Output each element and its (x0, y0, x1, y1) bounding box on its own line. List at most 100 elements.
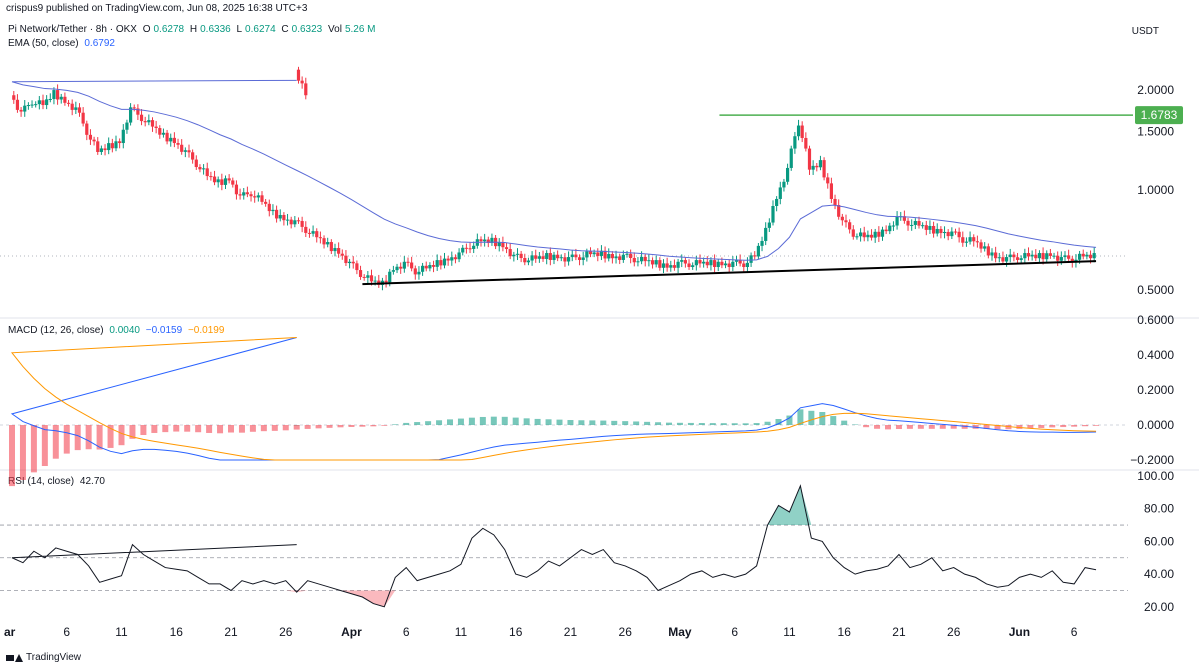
candle-body (1092, 253, 1096, 259)
candle-body (1067, 255, 1071, 259)
candle-body (581, 257, 585, 260)
x-tick-label: 16 (170, 625, 184, 639)
candle-body (921, 225, 925, 227)
candle-body (541, 256, 545, 259)
candle-body (672, 265, 677, 268)
candle-body (877, 231, 881, 237)
candle-body (895, 216, 899, 226)
macd-histogram-bar (644, 421, 651, 425)
candle-body (910, 224, 914, 226)
footer-brand: TradingView (26, 652, 82, 663)
macd-histogram-bar (917, 425, 924, 429)
macd-histogram-bar (41, 425, 48, 467)
candle-body (592, 252, 596, 255)
candle-body (884, 229, 888, 232)
macd-histogram-bar (961, 425, 968, 429)
macd-histogram-bar (260, 425, 267, 432)
rsi-label: RSI (14, close) (8, 476, 75, 487)
volume-value: 5.26 M (344, 24, 376, 35)
candle-body (917, 221, 921, 226)
macd-histogram-bar (1060, 425, 1067, 428)
candle-body (201, 168, 206, 170)
x-tick-label: 6 (1071, 625, 1078, 639)
candle-body (63, 96, 67, 103)
candle-body (256, 195, 260, 198)
candle-body (961, 237, 965, 243)
candle-body (829, 183, 833, 199)
rsi-line (11, 484, 1097, 608)
candle-body (461, 247, 465, 253)
candle-body (855, 236, 859, 238)
candle-body (552, 254, 556, 260)
candle-body (994, 252, 998, 259)
candle-body (220, 179, 224, 185)
candle-body (59, 96, 63, 100)
high-value: 0.6336 (200, 24, 231, 35)
candle-body (902, 216, 906, 221)
macd-histogram-bar (184, 425, 191, 432)
x-tick-label: May (668, 625, 692, 639)
candle-body (614, 256, 618, 259)
candle-body (1001, 257, 1005, 262)
candle-body (413, 268, 417, 275)
macd-histogram-bar (162, 425, 169, 433)
candle-body (796, 125, 801, 137)
x-tick-label: 11 (455, 625, 468, 639)
candle-body (756, 245, 760, 257)
candle-body (132, 107, 136, 109)
candle-body (472, 245, 476, 249)
candle-body (165, 132, 169, 142)
candle-body (647, 260, 651, 262)
candle-body (143, 121, 147, 123)
candle-body (782, 181, 786, 188)
macd-histogram-bar (512, 417, 519, 425)
candle-body (596, 252, 600, 256)
candle-body (114, 141, 118, 149)
candle-body (738, 260, 742, 264)
macd-histogram-bar (107, 425, 114, 448)
y-tick-label: 0.4000 (1137, 348, 1174, 362)
candle-body (680, 260, 684, 262)
macd-histogram-bar (173, 425, 180, 432)
y-tick-label: 0.0000 (1137, 418, 1174, 432)
candle-body (848, 222, 852, 230)
candle-body (110, 143, 114, 149)
candle-body (742, 263, 746, 268)
candle-body (749, 255, 753, 263)
macd-histogram-bar (1093, 425, 1100, 426)
macd-histogram-bar (852, 424, 859, 425)
x-tick-label: ar (4, 625, 16, 639)
candle-body (139, 114, 144, 122)
candle-body (296, 220, 301, 222)
candle-body (712, 260, 717, 268)
candle-body (264, 201, 268, 204)
candle-body (282, 214, 286, 221)
candle-body (537, 256, 541, 259)
candle-body (337, 248, 341, 254)
candle-body (629, 253, 633, 259)
candle-body (585, 251, 589, 258)
candle-body (227, 178, 231, 181)
macd-histogram-bar (206, 425, 213, 433)
candle-body (512, 254, 516, 257)
y-tick-label: 1.5000 (1137, 124, 1174, 138)
candle-body (785, 167, 790, 182)
close-label: C (281, 24, 289, 35)
candle-body (479, 239, 483, 242)
currency-label: USDT (1131, 26, 1159, 37)
candle-body (1077, 253, 1082, 260)
candle-body (800, 125, 804, 138)
footer: TradingView (6, 652, 81, 663)
candle-body (81, 112, 85, 124)
candle-body (676, 261, 680, 268)
x-tick-label: 11 (783, 625, 796, 639)
ema-legend: EMA (50, close) 0.6792 (8, 38, 118, 49)
macd-histogram-bar (928, 425, 935, 429)
macd-histogram-bar (85, 425, 92, 450)
candle-body (362, 276, 366, 278)
x-tick-label: 11 (115, 625, 128, 639)
macd-histogram-bar (885, 425, 891, 430)
x-tick-label: Apr (341, 625, 362, 639)
candle-body (767, 222, 771, 228)
